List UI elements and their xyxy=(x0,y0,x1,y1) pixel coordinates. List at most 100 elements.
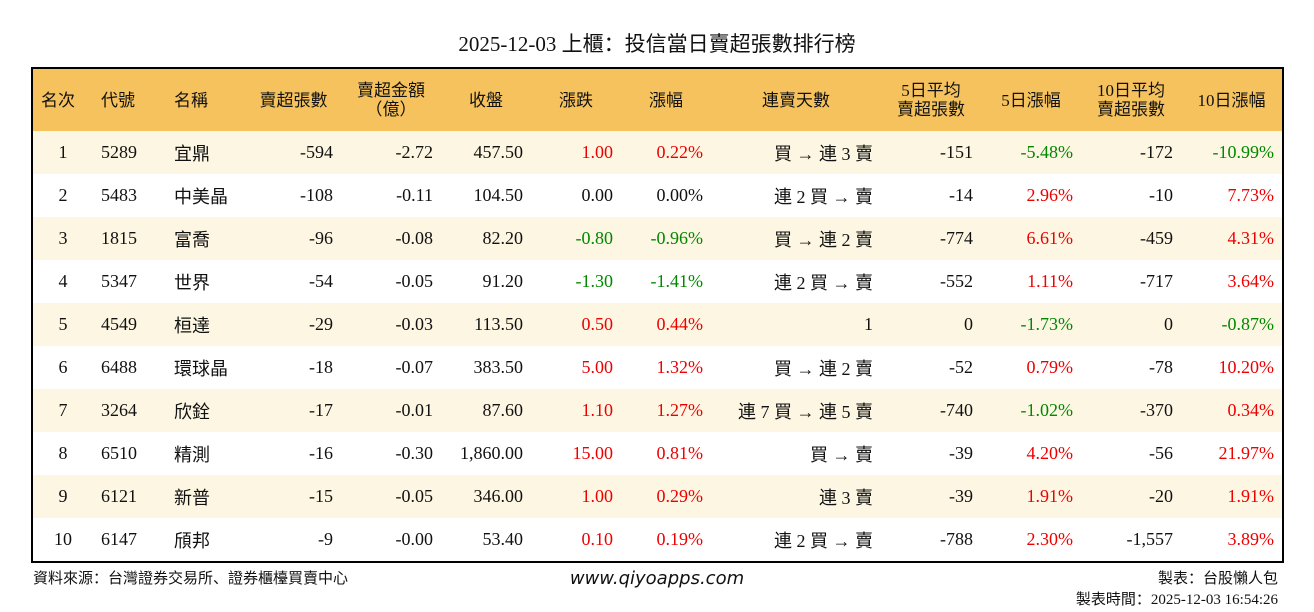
table-cell: 3.64% xyxy=(1227,271,1275,291)
table-cell: -0.80 xyxy=(531,217,621,260)
table-cell: 53.40 xyxy=(482,529,524,549)
table-cell: 5347 xyxy=(101,271,137,291)
table-cell: 6.61% xyxy=(981,217,1081,260)
table-cell: 1.91% xyxy=(1181,475,1283,518)
table-cell: -10 xyxy=(1149,185,1173,205)
table-cell: -594 xyxy=(246,131,341,174)
table-cell: 欣銓 xyxy=(166,389,246,432)
table-cell: 1.11% xyxy=(1027,271,1073,291)
table-cell: 0.50 xyxy=(531,303,621,346)
header-line: 10日平均 xyxy=(1097,81,1165,100)
table-cell: -2.72 xyxy=(341,131,441,174)
table-cell: 87.60 xyxy=(441,389,531,432)
table-cell: 9 xyxy=(32,475,93,518)
table-cell: 8 xyxy=(58,443,68,463)
table-cell: 環球晶 xyxy=(174,358,228,379)
table-cell: 世界 xyxy=(174,272,210,293)
table-cell: 10 xyxy=(54,529,72,549)
table-cell: -56 xyxy=(1149,443,1173,463)
table-cell: 1 xyxy=(32,131,93,174)
column-header: 5日漲幅 xyxy=(981,68,1081,131)
table-cell: -0.30 xyxy=(395,443,434,463)
ranking-table: 名次 代號 名稱 賣超張數 賣超金額 （億） 收盤 漲跌 漲幅 連賣天數 5日平均 賣超張數 5日漲幅 1… xyxy=(31,67,1284,563)
table-cell: -78 xyxy=(1149,357,1173,377)
column-header: 10日平均 賣超張數 xyxy=(1081,68,1181,131)
table-cell: 10.20% xyxy=(1218,357,1275,377)
column-header: 5日平均 賣超張數 xyxy=(881,68,981,131)
table-cell: -370 xyxy=(1081,389,1181,432)
column-header: 賣超金額 （億） xyxy=(341,68,441,131)
column-header: 名次 xyxy=(32,68,93,131)
table-cell: -14 xyxy=(949,185,973,205)
table-cell: 0.22% xyxy=(621,131,711,174)
table-cell: -16 xyxy=(309,443,333,463)
header-line: 收盤 xyxy=(469,90,503,110)
title: 2025-12-03 上櫃：投信當日賣超張數排行榜 xyxy=(458,32,856,56)
table-row: 8 6510 精測 -16 -0.30 1,860.00 15.00 0.81% 買 → 賣 -3… xyxy=(32,432,1283,475)
table-cell: 買 → 賣 xyxy=(810,444,873,465)
header-row: 名次 代號 名稱 賣超張數 賣超金額 （億） 收盤 漲跌 漲幅 連賣天數 5日平均 賣超張數 5日漲幅 1… xyxy=(32,68,1283,131)
table-cell: -39 xyxy=(881,475,981,518)
header-line: 5日漲幅 xyxy=(1001,90,1061,110)
table-row: 3 1815 富喬 -96 -0.08 82.20 -0.80 -0.96% 買 → 連 2 賣… xyxy=(32,217,1283,260)
table-row: 4 5347 世界 -54 -0.05 91.20 -1.30 -1.41% 連 2 買 → 賣… xyxy=(32,260,1283,303)
table-body: 1 5 2 8 9 宜鼎 -594 -2.72 457.50 1.00 0.22% 買 → 連 3 賣… xyxy=(32,131,1283,562)
table-cell: 買 → 連 2 賣 xyxy=(774,358,873,379)
table-cell: 4.20% xyxy=(1026,443,1074,463)
table-cell: 0.29% xyxy=(621,475,711,518)
table-cell: 1.32% xyxy=(656,357,704,377)
table-cell: -20 xyxy=(1081,475,1181,518)
source: 資料來源：台灣證券交易所、證券櫃檯買賣中心 xyxy=(33,571,349,587)
table-cell: 5.00 xyxy=(581,357,614,377)
table-cell: -54 xyxy=(309,271,333,291)
header-line: 連賣天數 xyxy=(762,90,830,110)
table-cell: 21.97% xyxy=(1218,443,1275,463)
table-cell: 0.81% xyxy=(656,443,704,463)
table-cell: 0.44% xyxy=(621,303,711,346)
table-cell: -717 xyxy=(1140,271,1173,291)
table-cell: -0.00 xyxy=(395,529,434,549)
table-cell: -740 xyxy=(881,389,981,432)
table-cell: 精測 xyxy=(174,444,210,465)
table-cell: 桓達 xyxy=(166,303,246,346)
column-header: 名稱 xyxy=(166,68,246,131)
maker: 製表：台股懶人包 xyxy=(1157,571,1278,587)
table-cell: 457.50 xyxy=(441,131,531,174)
table-cell: 6 xyxy=(58,357,68,377)
table-cell: 0 xyxy=(1081,303,1181,346)
table-cell: -18 xyxy=(309,357,333,377)
table-cell: 0.00 xyxy=(581,185,614,205)
table-cell: 113.50 xyxy=(441,303,531,346)
table-cell: 1.00 xyxy=(531,131,621,174)
header-line: 名次 xyxy=(41,90,75,110)
table-cell: -459 xyxy=(1081,217,1181,260)
table-cell: 0.00% xyxy=(656,185,704,205)
table-cell: -1.73% xyxy=(981,303,1081,346)
table-cell: 宜鼎 xyxy=(166,131,246,174)
table-cell: -0.87% xyxy=(1181,303,1283,346)
table-cell: -29 xyxy=(246,303,341,346)
table-cell: 104.50 xyxy=(473,185,524,205)
table-cell: 買 → 連 3 賣 xyxy=(711,131,881,174)
table-cell: 3.89% xyxy=(1227,529,1275,549)
table-cell: 1815 xyxy=(93,217,166,260)
table-cell: 91.20 xyxy=(482,271,524,291)
table-cell: 連 2 買 → 賣 xyxy=(774,186,873,207)
table-cell: -39 xyxy=(949,443,973,463)
table-row: 9 6121 新普 -15 -0.05 346.00 1.00 0.29% 連 3 賣 -39 1.… xyxy=(32,475,1283,518)
header-line: 5日平均 xyxy=(901,81,961,100)
table-cell: 2 xyxy=(58,185,68,205)
table-cell: 0.19% xyxy=(656,529,704,549)
table-row: 7 3264 欣銓 -17 -0.01 87.60 1.10 1.27% 連 7 買 → 連 5… xyxy=(32,389,1283,432)
table-cell: 1 xyxy=(711,303,881,346)
table-cell: -0.07 xyxy=(395,357,434,377)
table-cell: 6510 xyxy=(101,443,137,463)
header-line: 賣超張數 xyxy=(259,90,328,110)
table-cell: 0.10 xyxy=(581,529,614,549)
table-cell: 5 xyxy=(32,303,93,346)
website: www.qiyoapps.com xyxy=(569,568,745,589)
table-cell: -52 xyxy=(949,357,973,377)
table-cell: 連 7 買 → 連 5 賣 xyxy=(711,389,881,432)
table-cell: 3 xyxy=(32,217,93,260)
